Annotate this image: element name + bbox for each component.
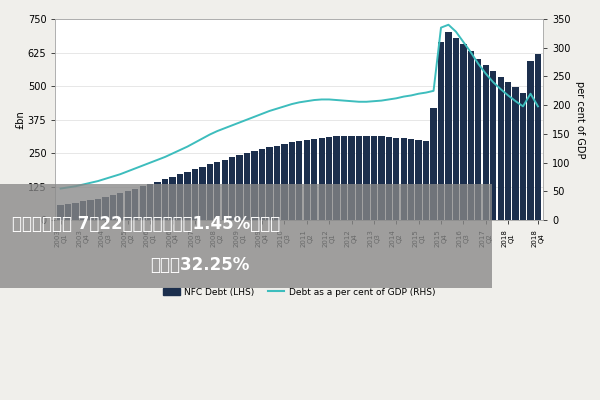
Bar bbox=[535, 54, 541, 220]
Bar bbox=[520, 93, 526, 220]
Bar bbox=[326, 137, 332, 220]
Legend: NFC Debt (LHS), Debt as a per cent of GDP (RHS): NFC Debt (LHS), Debt as a per cent of GD… bbox=[160, 284, 439, 300]
Bar bbox=[341, 136, 347, 220]
Bar bbox=[88, 200, 94, 220]
Bar bbox=[132, 188, 139, 220]
Bar bbox=[527, 60, 533, 220]
Bar bbox=[192, 169, 198, 220]
Text: 股票杠杆平仓 7月22日特纸转债下跌1.45%，转股: 股票杠杆平仓 7月22日特纸转债下跌1.45%，转股 bbox=[12, 214, 280, 232]
Bar bbox=[334, 136, 340, 220]
Bar bbox=[95, 199, 101, 220]
Bar bbox=[415, 140, 422, 220]
Bar bbox=[475, 59, 481, 220]
Bar bbox=[371, 136, 377, 220]
Bar bbox=[408, 139, 415, 220]
Bar bbox=[482, 64, 489, 220]
Bar bbox=[154, 182, 161, 220]
Bar bbox=[229, 157, 235, 220]
Bar bbox=[251, 151, 258, 220]
Bar bbox=[206, 164, 213, 220]
Bar bbox=[162, 179, 168, 220]
Bar bbox=[140, 186, 146, 220]
Bar bbox=[386, 137, 392, 220]
Bar bbox=[244, 153, 250, 220]
Bar bbox=[467, 51, 474, 220]
Bar bbox=[266, 147, 272, 220]
Bar bbox=[304, 140, 310, 220]
Bar bbox=[430, 108, 437, 220]
Bar bbox=[125, 191, 131, 220]
Bar bbox=[177, 174, 183, 220]
Bar bbox=[289, 142, 295, 220]
Bar bbox=[356, 136, 362, 220]
Bar bbox=[363, 136, 370, 220]
Bar bbox=[453, 38, 459, 220]
Bar bbox=[460, 44, 467, 220]
Bar bbox=[349, 136, 355, 220]
Bar bbox=[169, 177, 176, 220]
Bar bbox=[512, 87, 519, 220]
Bar bbox=[110, 195, 116, 220]
Bar bbox=[423, 141, 429, 220]
Y-axis label: £bn: £bn bbox=[15, 110, 25, 129]
Bar bbox=[274, 146, 280, 220]
Bar bbox=[73, 203, 79, 220]
Bar bbox=[58, 206, 64, 220]
Bar bbox=[311, 139, 317, 220]
Bar bbox=[445, 32, 452, 220]
Bar bbox=[281, 144, 287, 220]
Bar bbox=[393, 138, 400, 220]
Bar bbox=[214, 162, 220, 220]
Bar bbox=[65, 204, 71, 220]
Bar bbox=[184, 172, 191, 220]
Bar bbox=[259, 149, 265, 220]
Bar bbox=[401, 138, 407, 220]
Bar bbox=[319, 138, 325, 220]
Bar bbox=[296, 141, 302, 220]
Text: 溢价率32.25%: 溢价率32.25% bbox=[150, 256, 250, 274]
Bar bbox=[199, 166, 206, 220]
Bar bbox=[490, 71, 496, 220]
Bar bbox=[80, 201, 86, 220]
Bar bbox=[102, 197, 109, 220]
Y-axis label: per cent of GDP: per cent of GDP bbox=[575, 81, 585, 158]
Bar bbox=[497, 77, 504, 220]
Bar bbox=[378, 136, 385, 220]
Bar bbox=[438, 42, 444, 220]
Bar bbox=[236, 155, 243, 220]
Bar bbox=[117, 192, 124, 220]
Bar bbox=[147, 184, 154, 220]
Bar bbox=[505, 82, 511, 220]
Bar bbox=[221, 160, 228, 220]
